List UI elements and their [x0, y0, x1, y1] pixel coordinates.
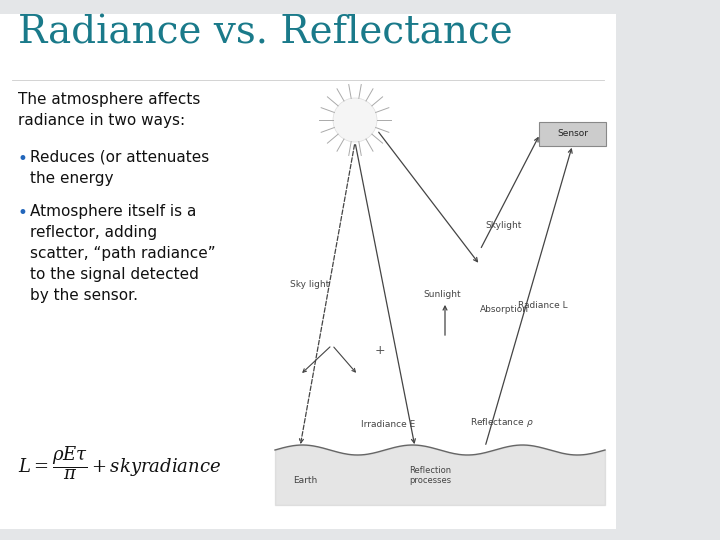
Text: Radiance vs. Reflectance: Radiance vs. Reflectance [18, 14, 513, 51]
Text: Reflectance $\rho$: Reflectance $\rho$ [470, 416, 534, 429]
Text: Reduces (or attenuates
the energy: Reduces (or attenuates the energy [30, 150, 210, 186]
Text: Sensor: Sensor [557, 130, 588, 138]
Text: Atmosphere itself is a
reflector, adding
scatter, “path radiance”
to the signal : Atmosphere itself is a reflector, adding… [30, 204, 215, 303]
Text: •: • [18, 204, 28, 222]
Text: The atmosphere affects
radiance in two ways:: The atmosphere affects radiance in two w… [18, 92, 200, 128]
Circle shape [333, 98, 377, 142]
Text: Irradiance E: Irradiance E [361, 420, 415, 429]
Text: •: • [18, 150, 28, 168]
Text: $L = \dfrac{\rho E\tau}{\pi} + skyradiance$: $L = \dfrac{\rho E\tau}{\pi} + skyradian… [18, 444, 221, 482]
Text: Reflection
processes: Reflection processes [409, 465, 451, 485]
Text: +: + [374, 343, 385, 356]
Text: Sky light: Sky light [290, 280, 329, 289]
Text: Absorption: Absorption [480, 306, 529, 314]
Text: Earth: Earth [293, 476, 317, 485]
Text: Radiance L: Radiance L [518, 301, 567, 310]
FancyBboxPatch shape [539, 122, 606, 146]
Text: Skylight: Skylight [485, 221, 521, 230]
Text: Sunlight: Sunlight [423, 290, 461, 299]
